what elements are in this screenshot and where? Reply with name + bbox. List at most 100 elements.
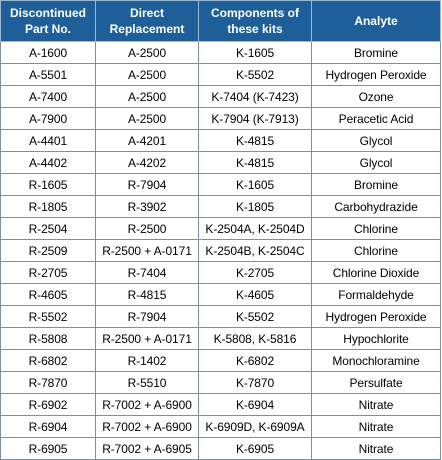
table-row: R-6902 R-7002 + A-6900 K-6904 Nitrate: [0, 393, 441, 416]
cell-direct-replacement: A-2500: [95, 107, 199, 130]
cell-direct-replacement: R-1402: [95, 349, 199, 372]
cell-kit-components: K-7404 (K-7423): [198, 85, 312, 108]
cell-discontinued-part-no: R-5502: [0, 305, 96, 328]
cell-kit-components: K-2705: [198, 261, 312, 284]
table-row: R-1805 R-3902 K-1805 Carbohydrazide: [0, 195, 441, 218]
cell-discontinued-part-no: R-2509: [0, 239, 96, 262]
table-row: A-5501 A-2500 K-5502 Hydrogen Peroxide: [0, 63, 441, 86]
cell-direct-replacement: R-7404: [95, 261, 199, 284]
cell-direct-replacement: R-3902: [95, 195, 199, 218]
cell-analyte: Persulfate: [311, 371, 441, 394]
cell-discontinued-part-no: A-7900: [0, 107, 96, 130]
cell-direct-replacement: R-4815: [95, 283, 199, 306]
cell-kit-components: K-5502: [198, 305, 312, 328]
cell-discontinued-part-no: A-7400: [0, 85, 96, 108]
cell-discontinued-part-no: A-4402: [0, 151, 96, 174]
cell-discontinued-part-no: R-2504: [0, 217, 96, 240]
cell-direct-replacement: R-5510: [95, 371, 199, 394]
cell-analyte: Glycol: [311, 151, 441, 174]
cell-direct-replacement: R-7002 + A-6900: [95, 393, 199, 416]
cell-kit-components: K-4815: [198, 129, 312, 152]
table-row: A-4401 A-4201 K-4815 Glycol: [0, 129, 441, 152]
cell-kit-components: K-6802: [198, 349, 312, 372]
table-row: R-6802 R-1402 K-6802 Monochloramine: [0, 349, 441, 372]
table-row: R-1605 R-7904 K-1605 Bromine: [0, 173, 441, 196]
header-row: Discontinued Part No. Direct Replacement…: [0, 0, 441, 42]
cell-discontinued-part-no: A-5501: [0, 63, 96, 86]
table-row: R-5808 R-2500 + A-0171 K-5808, K-5816 Hypoc…: [0, 327, 441, 350]
cell-kit-components: K-1605: [198, 41, 312, 64]
table-row: A-1600 A-2500 K-1605 Bromine: [0, 41, 441, 64]
table-row: R-4605 R-4815 K-4605 Formaldehyde: [0, 283, 441, 306]
table-body: A-1600 A-2500 K-1605 Bromine A-5501 A-2500 K-5…: [0, 41, 441, 460]
cell-direct-replacement: A-4202: [95, 151, 199, 174]
cell-analyte: Glycol: [311, 129, 441, 152]
cell-discontinued-part-no: R-6905: [0, 437, 96, 460]
table-header: Discontinued Part No. Direct Replacement…: [0, 0, 441, 42]
cell-kit-components: K-5808, K-5816: [198, 327, 312, 350]
table-row: A-7400 A-2500 K-7404 (K-7423) Ozone: [0, 85, 441, 108]
header-line: Part No.: [24, 22, 71, 36]
cell-kit-components: K-1805: [198, 195, 312, 218]
cell-analyte: Chlorine: [311, 239, 441, 262]
cell-kit-components: K-1605: [198, 173, 312, 196]
cell-kit-components: K-6904: [198, 393, 312, 416]
cell-analyte: Nitrate: [311, 437, 441, 460]
header-line: Replacement: [109, 22, 185, 36]
cell-kit-components: K-5502: [198, 63, 312, 86]
cell-kit-components: K-6905: [198, 437, 312, 460]
cell-direct-replacement: A-4201: [95, 129, 199, 152]
cell-kit-components: K-6909D, K-6909A: [198, 415, 312, 438]
table-row: R-7870 R-5510 K-7870 Persulfate: [0, 371, 441, 394]
header-line: Components of: [211, 6, 299, 20]
cell-discontinued-part-no: R-6904: [0, 415, 96, 438]
cell-discontinued-part-no: A-1600: [0, 41, 96, 64]
cell-analyte: Nitrate: [311, 415, 441, 438]
cell-analyte: Bromine: [311, 41, 441, 64]
header-line: these kits: [227, 22, 283, 36]
table-row: R-2504 R-2500 K-2504A, K-2504D Chlorine: [0, 217, 441, 240]
cell-direct-replacement: R-7002 + A-6900: [95, 415, 199, 438]
cell-direct-replacement: A-2500: [95, 63, 199, 86]
cell-analyte: Hydrogen Peroxide: [311, 63, 441, 86]
header-direct-replacement: Direct Replacement: [95, 0, 199, 42]
header-components-of-these-kits: Components of these kits: [198, 0, 312, 42]
cell-analyte: Hypochlorite: [311, 327, 441, 350]
cell-discontinued-part-no: R-6802: [0, 349, 96, 372]
cell-discontinued-part-no: R-5808: [0, 327, 96, 350]
cell-discontinued-part-no: R-4605: [0, 283, 96, 306]
cell-kit-components: K-4605: [198, 283, 312, 306]
cell-analyte: Chlorine Dioxide: [311, 261, 441, 284]
header-line: Direct: [129, 6, 164, 20]
cell-analyte: Hydrogen Peroxide: [311, 305, 441, 328]
table-row: R-2705 R-7404 K-2705 Chlorine Dioxide: [0, 261, 441, 284]
cell-direct-replacement: R-2500 + A-0171: [95, 239, 199, 262]
cell-kit-components: K-2504A, K-2504D: [198, 217, 312, 240]
cell-analyte: Carbohydrazide: [311, 195, 441, 218]
cell-analyte: Chlorine: [311, 217, 441, 240]
cell-kit-components: K-7904 (K-7913): [198, 107, 312, 130]
cell-analyte: Bromine: [311, 173, 441, 196]
table-row: R-6904 R-7002 + A-6900 K-6909D, K-6909A Nit…: [0, 415, 441, 438]
header-line: Discontinued: [9, 6, 86, 20]
header-line: Analyte: [354, 14, 398, 28]
table-row: A-7900 A-2500 K-7904 (K-7913) Peracetic Aci…: [0, 107, 441, 130]
cell-discontinued-part-no: R-2705: [0, 261, 96, 284]
cell-analyte: Formaldehyde: [311, 283, 441, 306]
cell-analyte: Peracetic Acid: [311, 107, 441, 130]
cell-kit-components: K-7870: [198, 371, 312, 394]
table-row: R-2509 R-2500 + A-0171 K-2504B, K-2504C Chl…: [0, 239, 441, 262]
cell-analyte: Ozone: [311, 85, 441, 108]
cell-direct-replacement: R-2500 + A-0171: [95, 327, 199, 350]
cell-direct-replacement: R-7904: [95, 173, 199, 196]
cell-kit-components: K-4815: [198, 151, 312, 174]
table-row: R-6905 R-7002 + A-6905 K-6905 Nitrate: [0, 437, 441, 460]
cell-kit-components: K-2504B, K-2504C: [198, 239, 312, 262]
cell-discontinued-part-no: A-4401: [0, 129, 96, 152]
cell-direct-replacement: A-2500: [95, 85, 199, 108]
table-row: R-5502 R-7904 K-5502 Hydrogen Peroxide: [0, 305, 441, 328]
cell-discontinued-part-no: R-7870: [0, 371, 96, 394]
cell-analyte: Nitrate: [311, 393, 441, 416]
cell-direct-replacement: R-7904: [95, 305, 199, 328]
